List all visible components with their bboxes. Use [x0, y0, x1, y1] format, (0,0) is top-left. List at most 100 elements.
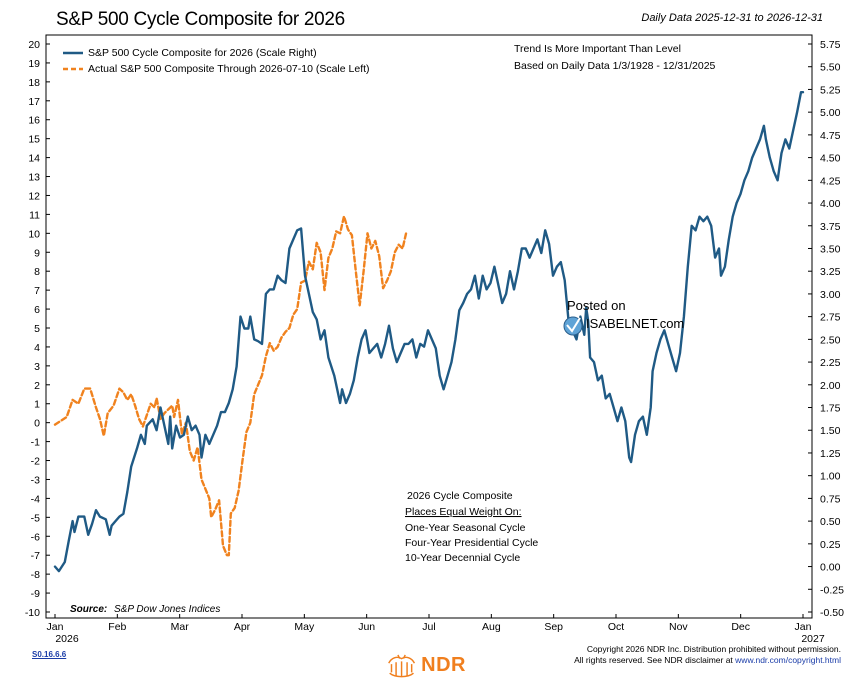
left-tick-label: -5 — [31, 512, 40, 524]
x-tick-label: Feb — [108, 621, 126, 633]
left-tick-label: 14 — [28, 153, 40, 165]
left-tick-label: -10 — [25, 607, 40, 619]
chart-code[interactable]: S0.16.6.6 — [32, 650, 67, 659]
left-tick-label: 4 — [34, 342, 40, 354]
logo-text: NDR — [421, 653, 466, 676]
annotation-block: Trend Is More Important Than Level Based… — [514, 43, 716, 72]
right-tick-label: 1.00 — [820, 471, 841, 483]
left-tick-label: 0 — [34, 418, 40, 430]
right-tick-label: 2.50 — [820, 334, 841, 346]
left-tick-label: 19 — [28, 58, 40, 70]
notes-subtitle: Places Equal Weight On: — [405, 506, 522, 518]
notes-item-decennial: 10-Year Decennial Cycle — [405, 552, 520, 564]
chart-title: S&P 500 Cycle Composite for 2026 — [56, 9, 345, 30]
x-tick-label: Mar — [171, 621, 190, 633]
right-tick-label: 3.75 — [820, 221, 841, 233]
right-tick-label: 5.75 — [820, 39, 841, 51]
x-year-label: 2026 — [55, 633, 79, 645]
right-tick-label: 0.50 — [820, 516, 841, 528]
x-tick-label: Oct — [608, 621, 624, 633]
series-line-composite — [53, 90, 805, 573]
left-tick-label: -8 — [31, 569, 40, 581]
copyright-line-1: Copyright 2026 NDR Inc. Distribution pro… — [586, 644, 841, 654]
left-tick-label: 5 — [34, 323, 40, 335]
left-tick-label: 15 — [28, 134, 40, 146]
annotation-trend: Trend Is More Important Than Level — [514, 43, 681, 55]
left-tick-label: 17 — [28, 96, 40, 108]
composite-notes: 2026 Cycle Composite Places Equal Weight… — [405, 490, 538, 564]
left-tick-label: 9 — [34, 247, 40, 259]
source-note: Source: S&P Dow Jones Indices — [70, 604, 220, 615]
right-tick-label: 0.25 — [820, 539, 841, 551]
x-tick-label: Sep — [544, 621, 563, 633]
ndr-logo: NDR — [386, 648, 466, 682]
right-tick-label: -0.25 — [820, 584, 844, 596]
right-tick-label: 1.50 — [820, 425, 841, 437]
right-tick-label: 3.00 — [820, 289, 841, 301]
bull-icon — [388, 654, 416, 678]
right-tick-label: -0.50 — [820, 607, 844, 619]
plot-area — [45, 34, 813, 619]
right-tick-label: 4.25 — [820, 175, 841, 187]
right-tick-label: 2.00 — [820, 380, 841, 392]
right-tick-label: 0.00 — [820, 562, 841, 574]
right-tick-label: 5.25 — [820, 84, 841, 96]
right-tick-label: 0.75 — [820, 493, 841, 505]
series-line-actual — [53, 215, 408, 557]
notes-item-seasonal: One-Year Seasonal Cycle — [405, 522, 526, 534]
x-tick-label: Dec — [731, 621, 750, 633]
x-tick-label: Jan — [795, 621, 812, 633]
left-tick-label: 1 — [34, 399, 40, 411]
right-axis: 5.75 5.50 5.25 5.00 4.75 4.50 4.25 4.00 3.75 3.50… — [808, 39, 844, 619]
left-tick-label: -9 — [31, 588, 40, 600]
x-tick-label: Jul — [422, 621, 435, 633]
annotation-based-on: Based on Daily Data 1/3/1928 - 12/31/202… — [514, 60, 716, 72]
left-tick-label: 18 — [28, 77, 40, 89]
left-tick-label: 10 — [28, 228, 40, 240]
left-tick-label: 13 — [28, 172, 40, 184]
left-tick-label: -2 — [31, 456, 40, 468]
left-tick-label: 3 — [34, 361, 40, 373]
right-tick-label: 4.75 — [820, 130, 841, 142]
date-range-subtitle: Daily Data 2025-12-31 to 2026-12-31 — [641, 12, 823, 24]
x-axis: Jan Feb Mar Apr May Jun Jul Aug Sep Oct Nov Dec Jan2… — [47, 614, 825, 645]
right-tick-label: 3.50 — [820, 243, 841, 255]
x-tick-label: Jun — [358, 621, 375, 633]
watermark-site: ISABELNET.com — [586, 316, 684, 331]
right-tick-label: 1.75 — [820, 403, 841, 415]
right-tick-label: 1.25 — [820, 448, 841, 460]
left-axis: 20191817161514131211109876543210-1-2-3-4… — [25, 39, 50, 619]
watermark-check-icon — [566, 317, 581, 333]
right-tick-label: 2.25 — [820, 357, 841, 369]
left-tick-label: -3 — [31, 474, 40, 486]
left-tick-label: -6 — [31, 531, 40, 543]
copyright-notice: Copyright 2026 NDR Inc. Distribution pro… — [574, 644, 841, 666]
notes-item-presidential: Four-Year Presidential Cycle — [405, 537, 538, 549]
left-tick-label: 8 — [34, 266, 40, 278]
right-tick-label: 4.00 — [820, 198, 841, 210]
left-tick-label: 2 — [34, 380, 40, 392]
x-tick-label: Aug — [482, 621, 501, 633]
left-tick-label: 16 — [28, 115, 40, 127]
isabelnet-watermark: Posted on ISABELNET.com — [563, 298, 684, 336]
left-tick-label: 20 — [28, 39, 40, 51]
left-tick-label: -4 — [31, 493, 40, 505]
legend-label-composite: S&P 500 Cycle Composite for 2026 (Scale … — [88, 47, 317, 59]
right-tick-label: 5.00 — [820, 107, 841, 119]
left-tick-label: 11 — [29, 209, 40, 221]
right-tick-label: 2.75 — [820, 312, 841, 324]
right-tick-label: 4.50 — [820, 153, 841, 165]
left-tick-label: 12 — [28, 190, 40, 202]
left-tick-label: -1 — [31, 437, 40, 449]
x-tick-label: May — [294, 621, 315, 633]
notes-title: 2026 Cycle Composite — [407, 490, 513, 502]
series-layer — [53, 90, 805, 573]
left-tick-label: 6 — [34, 304, 40, 316]
copyright-link[interactable]: www.ndr.com/copyright.html — [735, 655, 841, 665]
x-tick-label: Nov — [669, 621, 688, 633]
x-year-label: 2027 — [801, 633, 825, 645]
legend-label-actual: Actual S&P 500 Composite Through 2026-07… — [88, 63, 370, 75]
copyright-line-2: All rights reserved. See NDR disclaimer … — [574, 655, 841, 666]
watermark-posted-on: Posted on — [567, 298, 626, 313]
